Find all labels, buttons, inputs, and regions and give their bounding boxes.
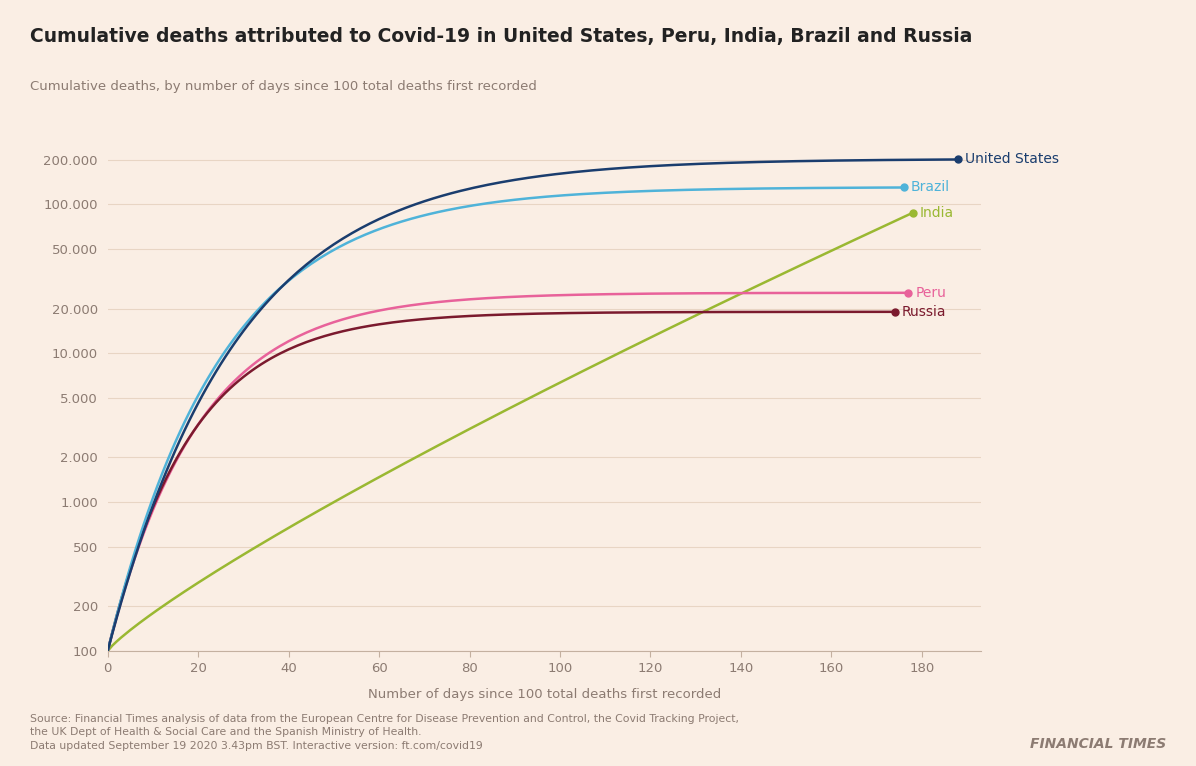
Text: Cumulative deaths, by number of days since 100 total deaths first recorded: Cumulative deaths, by number of days sin… xyxy=(30,80,537,93)
Text: Source: Financial Times analysis of data from the European Centre for Disease Pr: Source: Financial Times analysis of data… xyxy=(30,714,739,751)
Text: India: India xyxy=(920,206,953,220)
Text: Russia: Russia xyxy=(902,305,946,319)
Text: FINANCIAL TIMES: FINANCIAL TIMES xyxy=(1030,737,1166,751)
X-axis label: Number of days since 100 total deaths first recorded: Number of days since 100 total deaths fi… xyxy=(367,689,721,702)
Text: Brazil: Brazil xyxy=(910,181,950,195)
Text: Cumulative deaths attributed to Covid-19 in United States, Peru, India, Brazil a: Cumulative deaths attributed to Covid-19… xyxy=(30,27,972,46)
Text: United States: United States xyxy=(965,152,1058,166)
Text: Peru: Peru xyxy=(915,286,946,300)
